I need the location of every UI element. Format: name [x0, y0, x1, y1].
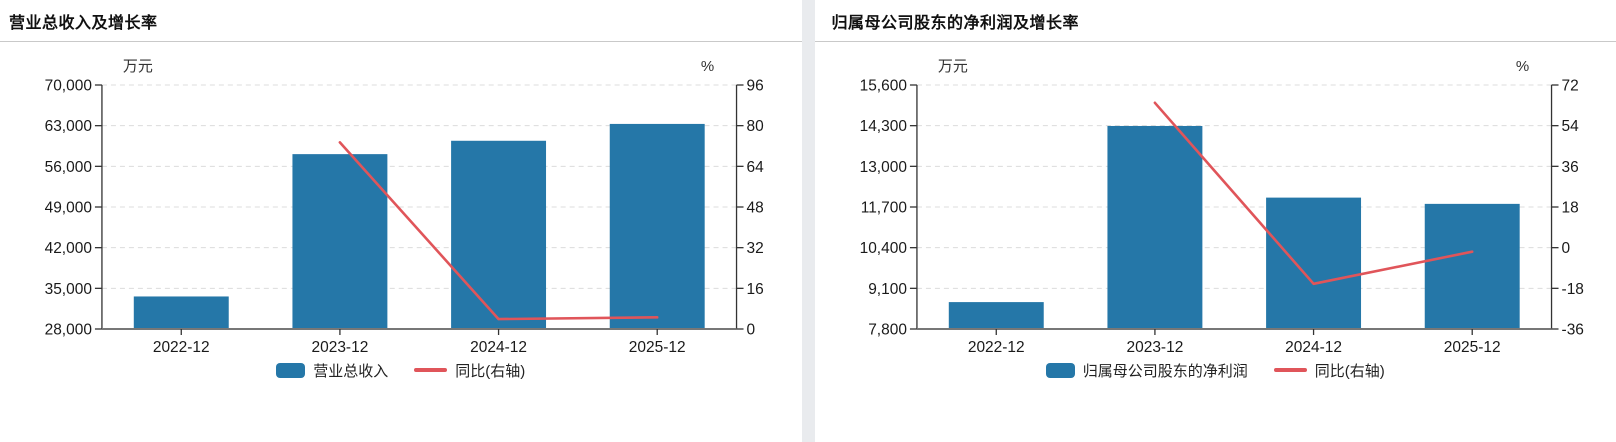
svg-text:64: 64 [747, 159, 765, 176]
svg-text:万元: 万元 [937, 58, 967, 75]
svg-text:0: 0 [747, 321, 756, 338]
svg-text:14,300: 14,300 [859, 118, 906, 135]
line-swatch-icon [1273, 368, 1307, 372]
bar-swatch-icon [276, 362, 306, 378]
svg-text:2023-12: 2023-12 [312, 339, 369, 354]
svg-text:35,000: 35,000 [45, 281, 92, 298]
svg-text:42,000: 42,000 [45, 240, 92, 257]
svg-text:-18: -18 [1561, 281, 1583, 298]
svg-text:54: 54 [1561, 118, 1579, 135]
svg-text:0: 0 [1561, 240, 1570, 257]
svg-text:32: 32 [747, 240, 764, 257]
svg-text:%: % [701, 58, 714, 75]
legend-item-yoy[interactable]: 同比(右轴) [1273, 360, 1385, 381]
profit-chart-legend: 归属母公司股东的净利润 同比(右轴) [815, 354, 1616, 386]
svg-text:7,800: 7,800 [868, 321, 907, 338]
svg-text:9,100: 9,100 [868, 281, 907, 298]
svg-text:11,700: 11,700 [860, 199, 906, 216]
svg-text:2025-12: 2025-12 [1443, 339, 1500, 354]
svg-text:2025-12: 2025-12 [629, 339, 686, 354]
profit-chart-plot: 万元 % 15,600 14,300 13,000 11,700 10,400 9,100 7,… [859, 58, 1583, 354]
legend-label: 营业总收入 [313, 362, 389, 380]
legend-label: 归属母公司股东的净利润 [1082, 362, 1248, 380]
svg-text:15,600: 15,600 [859, 77, 906, 94]
line-swatch-icon [414, 368, 448, 372]
profit-panel: 归属母公司股东的净利润及增长率 万元% 15,600 14,300 13,000 11,… [814, 0, 1616, 442]
legend-label: 同比(右轴) [1314, 362, 1385, 380]
svg-text:2023-12: 2023-12 [1126, 339, 1183, 354]
svg-text:70,000: 70,000 [45, 77, 92, 94]
svg-text:2022-12: 2022-12 [153, 339, 210, 354]
svg-text:%: % [1515, 58, 1528, 75]
svg-text:96: 96 [747, 77, 764, 94]
svg-text:63,000: 63,000 [45, 118, 92, 135]
svg-text:48: 48 [747, 199, 764, 216]
svg-text:2022-12: 2022-12 [967, 339, 1024, 354]
revenue-chart-plot: 万元 % 70,000 63,000 56,000 49,000 42,000 35,000 2… [45, 58, 765, 354]
revenue-chart-title: 营业总收入及增长率 [0, 0, 802, 42]
svg-text:56,000: 56,000 [45, 159, 92, 176]
revenue-panel: 营业总收入及增长率 万元% 70,000 63,000 56,000 49,000 42,… [0, 0, 802, 442]
svg-text:万元: 万元 [123, 58, 153, 75]
legend-item-yoy[interactable]: 同比(右轴) [414, 360, 525, 381]
svg-text:18: 18 [1561, 199, 1578, 216]
svg-text:49,000: 49,000 [45, 199, 92, 216]
bar-swatch-icon [1045, 362, 1075, 378]
svg-text:72: 72 [1561, 77, 1578, 94]
svg-text:2024-12: 2024-12 [1285, 339, 1342, 354]
legend-item-series[interactable]: 归属母公司股东的净利润 [1045, 360, 1248, 381]
svg-text:10,400: 10,400 [859, 240, 906, 257]
panel-divider [801, 0, 815, 442]
svg-text:80: 80 [747, 118, 764, 135]
svg-text:2024-12: 2024-12 [470, 339, 527, 354]
profit-chart-title: 归属母公司股东的净利润及增长率 [814, 0, 1616, 42]
legend-item-series[interactable]: 营业总收入 [276, 360, 388, 381]
legend-label: 同比(右轴) [455, 362, 526, 380]
svg-text:36: 36 [1561, 159, 1578, 176]
revenue-chart-legend: 营业总收入 同比(右轴) [0, 354, 802, 386]
svg-text:16: 16 [747, 281, 764, 298]
svg-text:-36: -36 [1561, 321, 1583, 338]
svg-text:28,000: 28,000 [45, 321, 92, 338]
svg-text:13,000: 13,000 [859, 159, 906, 176]
